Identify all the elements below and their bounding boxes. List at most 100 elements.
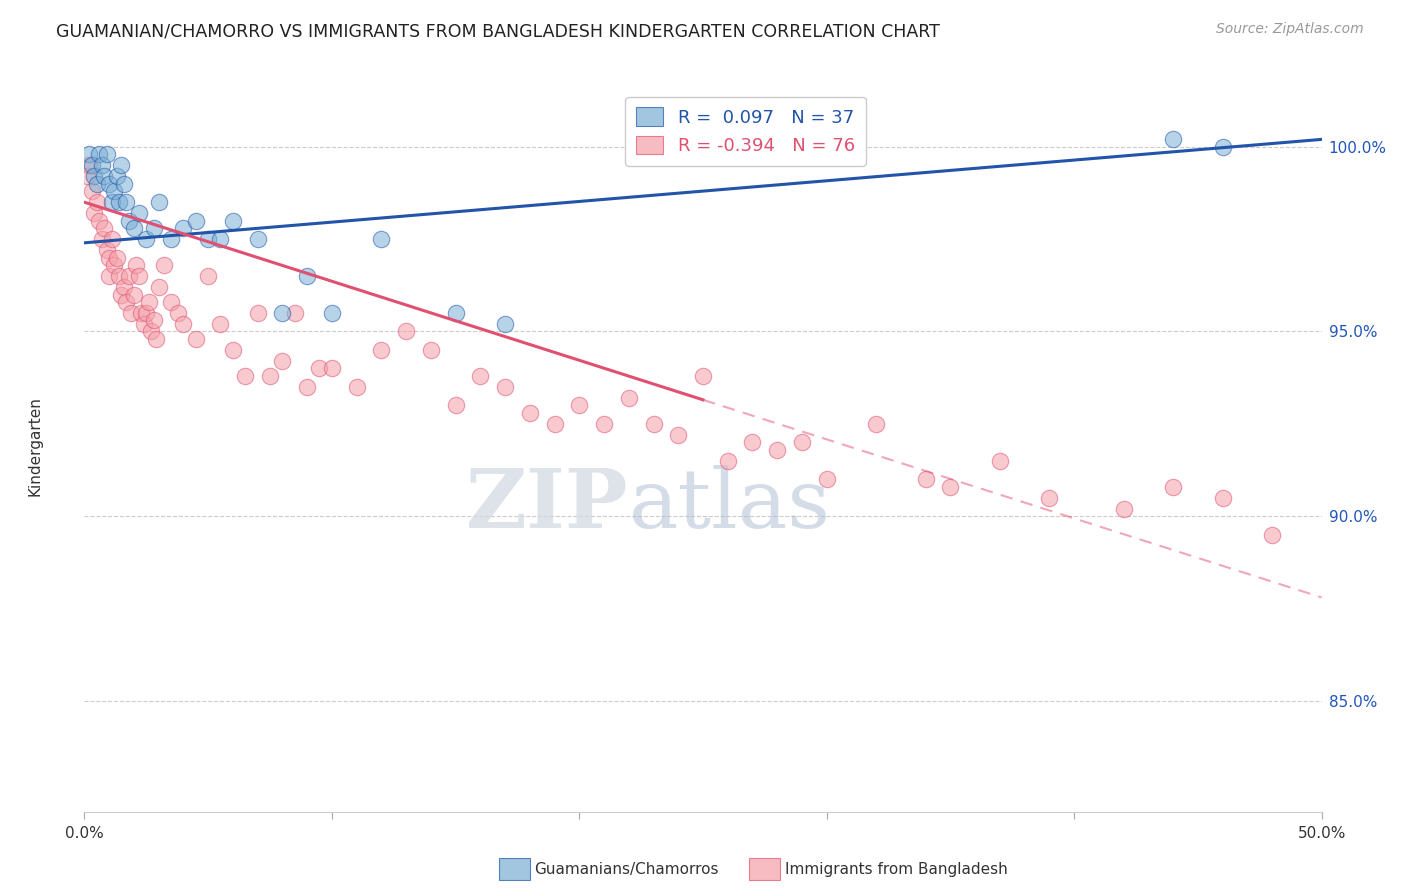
Point [120,306,142,320]
Point [914,472,936,486]
Point [105,169,128,184]
Point [321,361,343,376]
Point [172,317,194,331]
Point [79,147,101,161]
Point [295,268,318,283]
Point [79,158,101,172]
Point [128,206,150,220]
Point [89,213,111,227]
Point [112,280,135,294]
Point [790,435,813,450]
Point [271,306,294,320]
Point [295,380,318,394]
Point [233,368,256,383]
Point [246,306,269,320]
Point [222,213,245,227]
Point [444,398,467,412]
Point [93,221,115,235]
Point [93,169,115,184]
Point [129,306,152,320]
Point [271,354,294,368]
Point [135,232,157,246]
Point [142,221,165,235]
Point [184,332,207,346]
Point [370,343,392,357]
Point [470,368,492,383]
Point [145,332,167,346]
Point [717,454,740,468]
Point [100,195,122,210]
Point [89,147,111,161]
Point [160,294,183,309]
Point [1112,501,1135,516]
Point [172,221,194,235]
Point [1038,491,1060,505]
Point [543,417,565,431]
Point [988,454,1011,468]
Point [568,398,591,412]
Point [141,325,163,339]
Text: Guamanians/Chamorros: Guamanians/Chamorros [534,863,718,877]
Point [395,325,418,339]
Point [148,195,170,210]
Point [118,213,141,227]
Point [593,417,616,431]
Point [209,317,232,331]
Point [83,169,105,184]
Point [103,184,125,198]
Point [90,232,112,246]
Point [98,268,121,283]
Point [76,169,98,184]
Text: Immigrants from Bangladesh: Immigrants from Bangladesh [785,863,1007,877]
Point [1161,480,1184,494]
Point [444,306,467,320]
Point [148,280,170,294]
Point [138,294,160,309]
Point [152,258,174,272]
Point [105,251,128,265]
Point [96,244,118,258]
Point [370,232,392,246]
Point [346,380,368,394]
Point [86,177,108,191]
Text: GUAMANIAN/CHAMORRO VS IMMIGRANTS FROM BANGLADESH KINDERGARTEN CORRELATION CHART: GUAMANIAN/CHAMORRO VS IMMIGRANTS FROM BA… [56,22,941,40]
Text: Kindergarten: Kindergarten [27,396,42,496]
Point [132,317,155,331]
Point [100,232,122,246]
Text: Source: ZipAtlas.com: Source: ZipAtlas.com [1216,22,1364,37]
Legend: R =  0.097   N = 37, R = -0.394   N = 76: R = 0.097 N = 37, R = -0.394 N = 76 [626,96,866,166]
Point [865,417,887,431]
Point [160,232,183,246]
Point [419,343,441,357]
Point [125,258,148,272]
Point [494,317,516,331]
Point [110,287,132,301]
Point [617,391,640,405]
Point [118,268,141,283]
Point [83,206,105,220]
Point [110,158,132,172]
Point [184,213,207,227]
Point [197,232,219,246]
Point [284,306,307,320]
Point [692,368,714,383]
Point [98,177,121,191]
Point [643,417,665,431]
Point [666,428,689,442]
Point [939,480,962,494]
Point [1212,140,1234,154]
Point [308,361,330,376]
Point [80,158,103,172]
Point [122,221,145,235]
Point [259,368,281,383]
Point [1212,491,1234,505]
Point [1161,132,1184,146]
Point [1261,527,1284,541]
Point [108,268,131,283]
Text: atlas: atlas [628,465,831,544]
Point [112,177,135,191]
Point [197,268,219,283]
Point [115,195,138,210]
Point [167,306,190,320]
Point [108,195,131,210]
